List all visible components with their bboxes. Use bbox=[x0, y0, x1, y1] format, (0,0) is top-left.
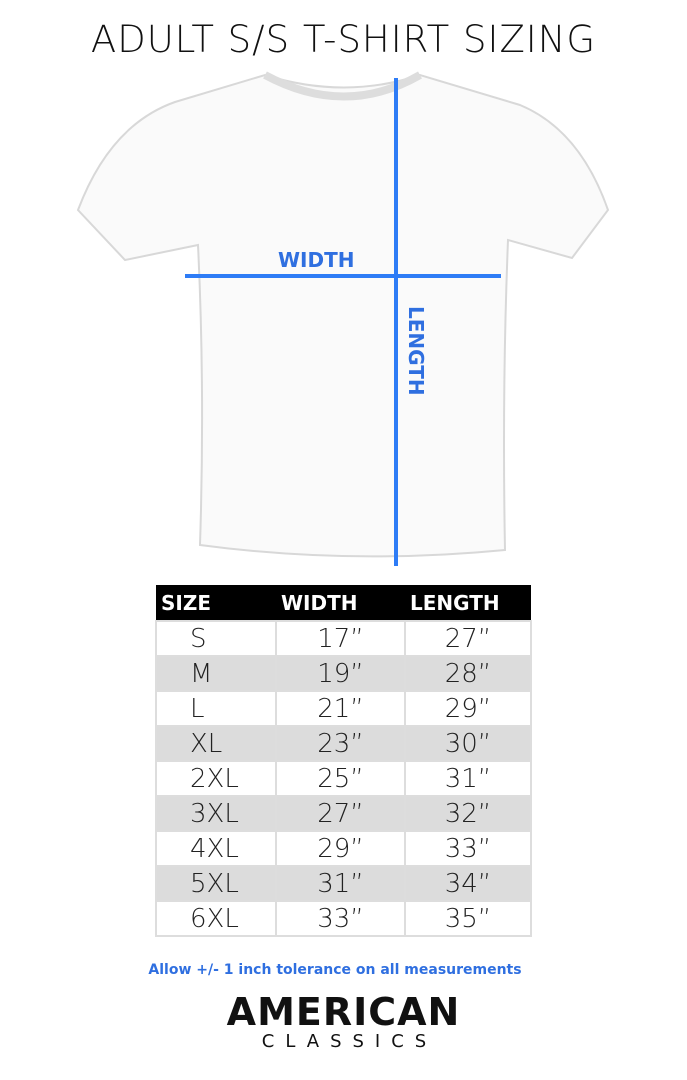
cell-width: 29” bbox=[275, 830, 406, 867]
table-row: L 21” 29” bbox=[155, 690, 532, 727]
table-row: XL 23” 30” bbox=[155, 725, 532, 762]
cell-size: 4XL bbox=[155, 830, 277, 867]
cell-size: 6XL bbox=[155, 900, 277, 937]
tshirt-image bbox=[76, 71, 610, 558]
cell-width: 19” bbox=[275, 655, 406, 692]
cell-width: 23” bbox=[275, 725, 406, 762]
brand-logo: AMERICAN CLASSICS bbox=[0, 993, 687, 1052]
cell-length: 27” bbox=[404, 620, 532, 657]
cell-length: 33” bbox=[404, 830, 532, 867]
cell-length: 34” bbox=[404, 865, 532, 902]
table-row: 3XL 27” 32” bbox=[155, 795, 532, 832]
brand-line1: AMERICAN bbox=[226, 990, 461, 1034]
cell-size: 5XL bbox=[155, 865, 277, 902]
width-label: WIDTH bbox=[278, 248, 355, 272]
cell-size: XL bbox=[155, 725, 277, 762]
cell-size: M bbox=[155, 655, 277, 692]
cell-width: 25” bbox=[275, 760, 406, 797]
header-length: LENGTH bbox=[405, 585, 531, 621]
table-row: 5XL 31” 34” bbox=[155, 865, 532, 902]
cell-size: 3XL bbox=[155, 795, 277, 832]
brand-line2: CLASSICS bbox=[261, 1031, 438, 1052]
cell-length: 28” bbox=[404, 655, 532, 692]
header-width: WIDTH bbox=[276, 585, 405, 621]
table-row: 4XL 29” 33” bbox=[155, 830, 532, 867]
table-row: S 17” 27” bbox=[155, 620, 532, 657]
width-line bbox=[185, 274, 501, 278]
cell-width: 33” bbox=[275, 900, 406, 937]
cell-size: S bbox=[155, 620, 277, 657]
tolerance-note: Allow +/- 1 inch tolerance on all measur… bbox=[148, 962, 522, 978]
table-row: 6XL 33” 35” bbox=[155, 900, 532, 937]
cell-length: 29” bbox=[404, 690, 532, 727]
cell-width: 27” bbox=[275, 795, 406, 832]
cell-length: 30” bbox=[404, 725, 532, 762]
page-title: ADULT S/S T-SHIRT SIZING bbox=[90, 18, 597, 61]
length-line bbox=[394, 78, 398, 566]
cell-length: 32” bbox=[404, 795, 532, 832]
table-row: M 19” 28” bbox=[155, 655, 532, 692]
length-label: LENGTH bbox=[404, 306, 428, 396]
cell-length: 35” bbox=[404, 900, 532, 937]
cell-size: L bbox=[155, 690, 277, 727]
cell-width: 21” bbox=[275, 690, 406, 727]
cell-length: 31” bbox=[404, 760, 532, 797]
header-size: SIZE bbox=[156, 585, 276, 621]
cell-width: 31” bbox=[275, 865, 406, 902]
cell-width: 17” bbox=[275, 620, 406, 657]
table-row: 2XL 25” 31” bbox=[155, 760, 532, 797]
size-table: SIZE WIDTH LENGTH S 17” 27” M 19” 28” L 21” 29” X… bbox=[155, 585, 532, 937]
cell-size: 2XL bbox=[155, 760, 277, 797]
table-header: SIZE WIDTH LENGTH bbox=[156, 585, 531, 621]
